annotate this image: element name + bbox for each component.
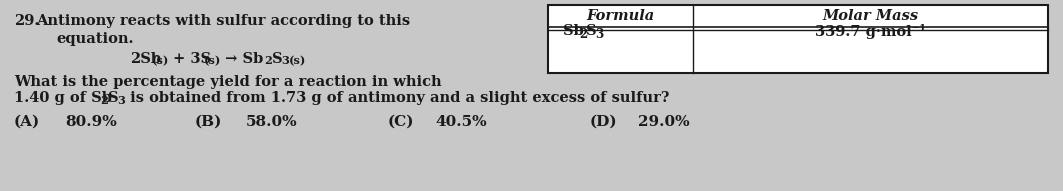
Text: 40.5%: 40.5%	[435, 115, 487, 129]
Text: Formula: Formula	[587, 9, 655, 23]
Text: (s): (s)	[152, 56, 169, 66]
Text: 3: 3	[281, 56, 289, 66]
Text: 3: 3	[595, 28, 603, 41]
Bar	[549, 5, 1048, 73]
Text: 1.40 g of Sb: 1.40 g of Sb	[14, 91, 112, 105]
Text: S: S	[108, 91, 119, 105]
Text: (D): (D)	[590, 115, 618, 129]
Text: 2: 2	[579, 28, 587, 41]
Text: 3: 3	[117, 95, 124, 106]
Text: 80.9%: 80.9%	[65, 115, 117, 129]
Text: (s): (s)	[289, 56, 306, 66]
Text: (C): (C)	[388, 115, 415, 129]
Text: Antimony reacts with sulfur according to this: Antimony reacts with sulfur according to…	[36, 14, 410, 28]
Text: What is the percentage yield for a reaction in which: What is the percentage yield for a react…	[14, 75, 441, 89]
Text: Molar Mass: Molar Mass	[823, 9, 918, 23]
Text: → Sb: → Sb	[220, 52, 264, 66]
Text: 29.0%: 29.0%	[638, 115, 690, 129]
Text: S: S	[586, 24, 596, 38]
Text: 2: 2	[264, 56, 272, 66]
Text: equation.: equation.	[56, 32, 134, 46]
Text: Sb: Sb	[563, 24, 584, 38]
Text: (A): (A)	[14, 115, 40, 129]
Text: S: S	[272, 52, 283, 66]
Text: 2Sb: 2Sb	[130, 52, 161, 66]
Text: 29.: 29.	[14, 14, 39, 28]
Text: 58.0%: 58.0%	[246, 115, 298, 129]
Text: is obtained from 1.73 g of antimony and a slight excess of sulfur?: is obtained from 1.73 g of antimony and …	[125, 91, 670, 105]
Text: (s): (s)	[204, 56, 221, 66]
Text: (B): (B)	[195, 115, 222, 129]
Text: 339.7 g·mol⁻¹: 339.7 g·mol⁻¹	[815, 24, 926, 39]
Text: 2: 2	[100, 95, 107, 106]
Text: + 3S: + 3S	[168, 52, 212, 66]
